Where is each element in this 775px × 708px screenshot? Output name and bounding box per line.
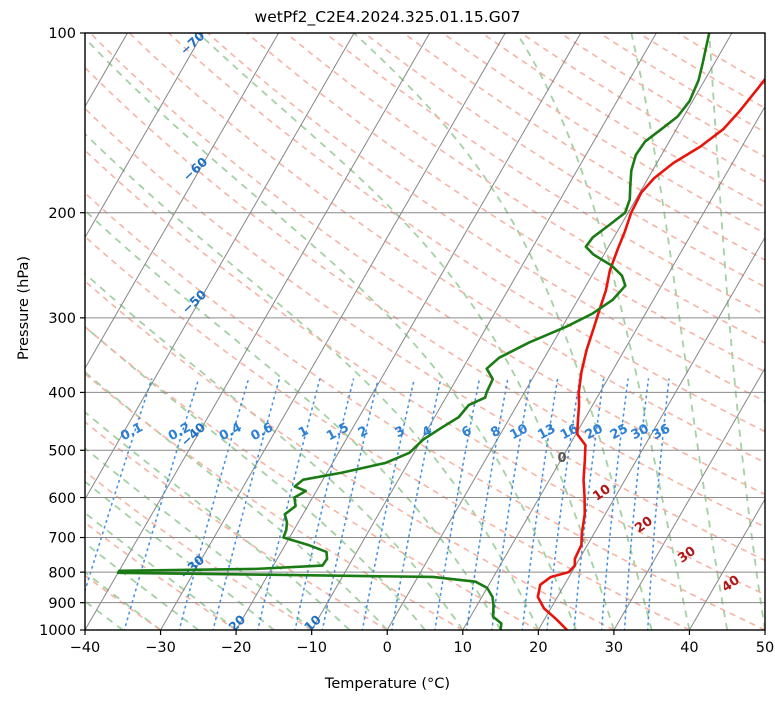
y-tick-label: 300	[48, 311, 76, 327]
dry-adiabat-lines	[85, 33, 765, 630]
mixing-ratio-label: 25	[608, 421, 631, 443]
y-tick-label: 200	[48, 206, 76, 222]
mixing-ratio-label: 16	[558, 421, 581, 443]
y-tick-label: 500	[48, 443, 76, 459]
x-tick-label: 20	[529, 640, 547, 656]
x-tick-label: 0	[383, 640, 392, 656]
mixing-ratio-label: 13	[535, 421, 558, 443]
y-tick-label: 100	[48, 26, 76, 42]
x-tick-label: −30	[145, 640, 176, 656]
page-title: wetPf2_C2E4.2024.325.01.15.G07	[254, 8, 521, 26]
x-tick-label: 40	[680, 640, 698, 656]
mixing-ratio-label: 10	[508, 421, 531, 443]
sounding-curve-dewpoint	[116, 33, 711, 630]
x-tick-label: 10	[454, 640, 472, 656]
y-tick-label: 900	[48, 596, 76, 612]
dry-adiabat-label: 0	[557, 451, 566, 466]
x-tick-label: −20	[221, 640, 252, 656]
sounding-curves	[116, 33, 765, 630]
y-tick-label: 1000	[39, 623, 76, 639]
mixing-guide-lines	[85, 33, 765, 630]
mixing-ratio-label: 30	[629, 421, 652, 443]
plot-background	[85, 33, 765, 630]
x-tick-label: −40	[70, 640, 101, 656]
mixing-ratio-label: 36	[650, 421, 673, 443]
y-tick-label: 800	[48, 565, 76, 581]
x-axis-label: Temperature (°C)	[324, 676, 451, 692]
mixing-ratio-lines	[85, 378, 670, 630]
x-tick-label: 30	[605, 640, 623, 656]
x-tick-label: 50	[756, 640, 774, 656]
x-tick-label: −10	[296, 640, 327, 656]
moist-adiabat-lines	[85, 33, 765, 630]
y-tick-label: 400	[48, 386, 76, 402]
y-tick-label: 600	[48, 491, 76, 507]
y-tick-label: 700	[48, 531, 76, 547]
mixing-ratio-label: 20	[583, 421, 606, 443]
sounding-curve-temperature	[536, 77, 765, 630]
plot-border	[84, 32, 766, 631]
